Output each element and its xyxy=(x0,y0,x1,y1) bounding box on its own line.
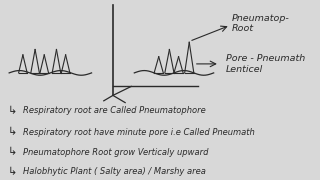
Text: Pneumatop-
Root: Pneumatop- Root xyxy=(232,14,290,33)
Text: ↳: ↳ xyxy=(8,106,17,116)
Text: ↳: ↳ xyxy=(8,167,17,177)
Text: ↳: ↳ xyxy=(8,127,17,137)
Text: ↳: ↳ xyxy=(8,147,17,157)
Text: Respiratory root have minute pore i.e Called Pneumath: Respiratory root have minute pore i.e Ca… xyxy=(23,128,255,137)
Text: Pneumatophore Root grow Verticaly upward: Pneumatophore Root grow Verticaly upward xyxy=(23,148,208,157)
Text: Pore - Pneumath
Lenticel: Pore - Pneumath Lenticel xyxy=(226,54,305,74)
Text: Halobhytic Plant ( Salty area) / Marshy area: Halobhytic Plant ( Salty area) / Marshy … xyxy=(23,167,206,176)
Text: Respiratory root are Called Pneumatophore: Respiratory root are Called Pneumatophor… xyxy=(23,106,206,115)
